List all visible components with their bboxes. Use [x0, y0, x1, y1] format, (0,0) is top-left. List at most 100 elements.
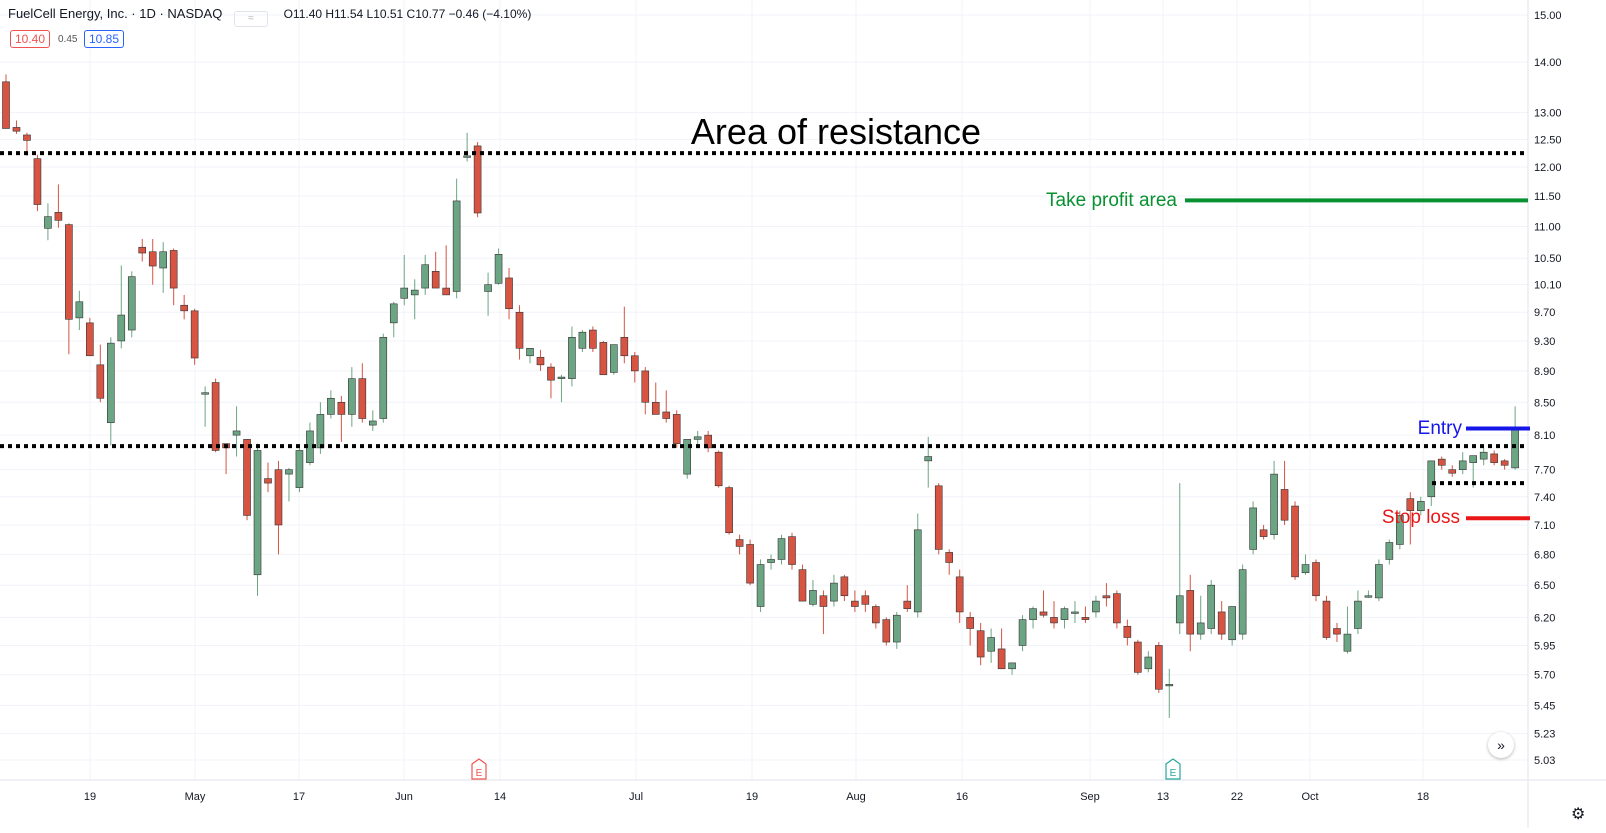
candle-body	[1113, 593, 1121, 624]
candle-body	[1029, 608, 1037, 620]
candle-body	[452, 200, 461, 292]
candle-body	[955, 576, 964, 613]
price-tick-label: 8.90	[1534, 366, 1555, 378]
bid-price-button[interactable]: 10.40	[10, 30, 51, 48]
candle-body	[327, 397, 335, 415]
candle-body	[819, 595, 828, 607]
price-tick-label: 11.50	[1534, 191, 1561, 203]
candle-body	[704, 434, 712, 449]
candle-body	[1165, 684, 1174, 687]
candle-body	[1312, 562, 1320, 597]
scroll-to-realtime-button[interactable]: »	[1488, 732, 1514, 758]
candle-body	[882, 619, 891, 643]
candle-body	[966, 617, 974, 629]
candle-body	[1333, 628, 1341, 635]
time-tick-label: Aug	[846, 791, 866, 803]
candle-body	[1385, 542, 1394, 560]
price-tick-label: 5.23	[1534, 728, 1555, 740]
candle-body	[1343, 633, 1352, 652]
candle-body	[400, 287, 409, 299]
candle-body	[746, 544, 754, 584]
candle-body	[997, 648, 1006, 670]
compare-icon[interactable]: ≈	[233, 11, 268, 27]
candle-body	[1196, 622, 1205, 635]
candle-body	[557, 376, 566, 379]
candle-body	[86, 322, 94, 357]
candle-body	[484, 284, 492, 292]
chart-settings-gear-icon[interactable]: ⚙	[1571, 806, 1586, 823]
candle-body	[389, 303, 398, 324]
candle-body	[777, 538, 786, 560]
candle-body	[1186, 590, 1195, 635]
candle-body	[96, 364, 105, 399]
time-tick-label: 16	[956, 791, 968, 803]
time-tick-label: 22	[1231, 791, 1243, 803]
candle-body	[442, 287, 450, 296]
candle-body	[127, 276, 136, 331]
candle-body	[368, 420, 377, 426]
candle-body	[756, 564, 765, 607]
price-tick-label: 6.50	[1534, 580, 1555, 592]
candle-body	[515, 311, 524, 349]
symbol-legend[interactable]: FuelCell Energy, Inc. · 1D · NASDAQ ≈ O1…	[8, 6, 531, 27]
candle-body	[1071, 611, 1079, 614]
candle-body	[1354, 600, 1362, 629]
candle-body	[1280, 489, 1289, 521]
candle-body	[1364, 595, 1373, 598]
candle-body	[1207, 584, 1215, 629]
earnings-marker-letter: E	[476, 768, 483, 779]
price-tick-label: 11.00	[1534, 221, 1561, 233]
candle-body	[662, 411, 671, 419]
time-tick-label: 19	[84, 791, 96, 803]
candle-body	[2, 81, 10, 129]
candle-body	[1270, 473, 1278, 535]
price-tick-label: 7.40	[1534, 492, 1555, 504]
time-tick-label: 14	[494, 791, 506, 803]
candle-body	[148, 251, 157, 267]
candle-body	[1469, 455, 1477, 463]
price-tick-label: 12.00	[1534, 162, 1562, 174]
candle-body	[1375, 564, 1383, 599]
symbol-title[interactable]: FuelCell Energy, Inc. · 1D · NASDAQ	[8, 6, 223, 21]
price-tick-label: 5.03	[1534, 755, 1555, 767]
candle-body	[505, 277, 513, 310]
price-tick-label: 15.00	[1534, 10, 1562, 22]
spread-value: 0.45	[58, 34, 78, 45]
ask-price-button[interactable]: 10.85	[84, 30, 125, 48]
price-tick-label: 14.00	[1534, 57, 1562, 69]
time-tick-label: Jun	[395, 791, 413, 803]
candle-body	[410, 289, 419, 296]
time-tick-label: 19	[746, 791, 758, 803]
candle-body	[1322, 600, 1331, 638]
candle-body	[117, 314, 126, 342]
candle-body	[285, 469, 293, 475]
candle-body	[1427, 460, 1436, 498]
candle-body	[620, 336, 629, 357]
candle-body	[1175, 595, 1184, 624]
price-tick-label: 8.10	[1534, 430, 1555, 442]
candle-body	[1238, 569, 1247, 635]
candle-body	[431, 271, 440, 289]
candle-body	[725, 487, 733, 534]
price-tick-label: 10.50	[1534, 253, 1562, 265]
candle-body	[1417, 501, 1425, 512]
candle-body	[65, 224, 73, 320]
candle-body	[421, 264, 430, 289]
candle-body	[316, 414, 325, 449]
candle-body	[1081, 617, 1090, 620]
ohlc-values: O11.40 H11.54 L10.51 C10.77 −0.46 (−4.10…	[283, 7, 532, 21]
candle-body	[851, 600, 859, 607]
candle-body	[1228, 606, 1236, 641]
price-tick-label: 9.70	[1534, 307, 1555, 319]
candle-body	[295, 450, 304, 488]
time-tick-label: 13	[1157, 791, 1169, 803]
candle-body	[75, 301, 84, 319]
candle-body	[1134, 641, 1142, 673]
time-tick-label: Oct	[1301, 791, 1318, 803]
candle-body	[861, 595, 870, 605]
candle-body	[1008, 662, 1016, 670]
candle-body	[337, 401, 346, 415]
candle-body	[138, 246, 147, 254]
